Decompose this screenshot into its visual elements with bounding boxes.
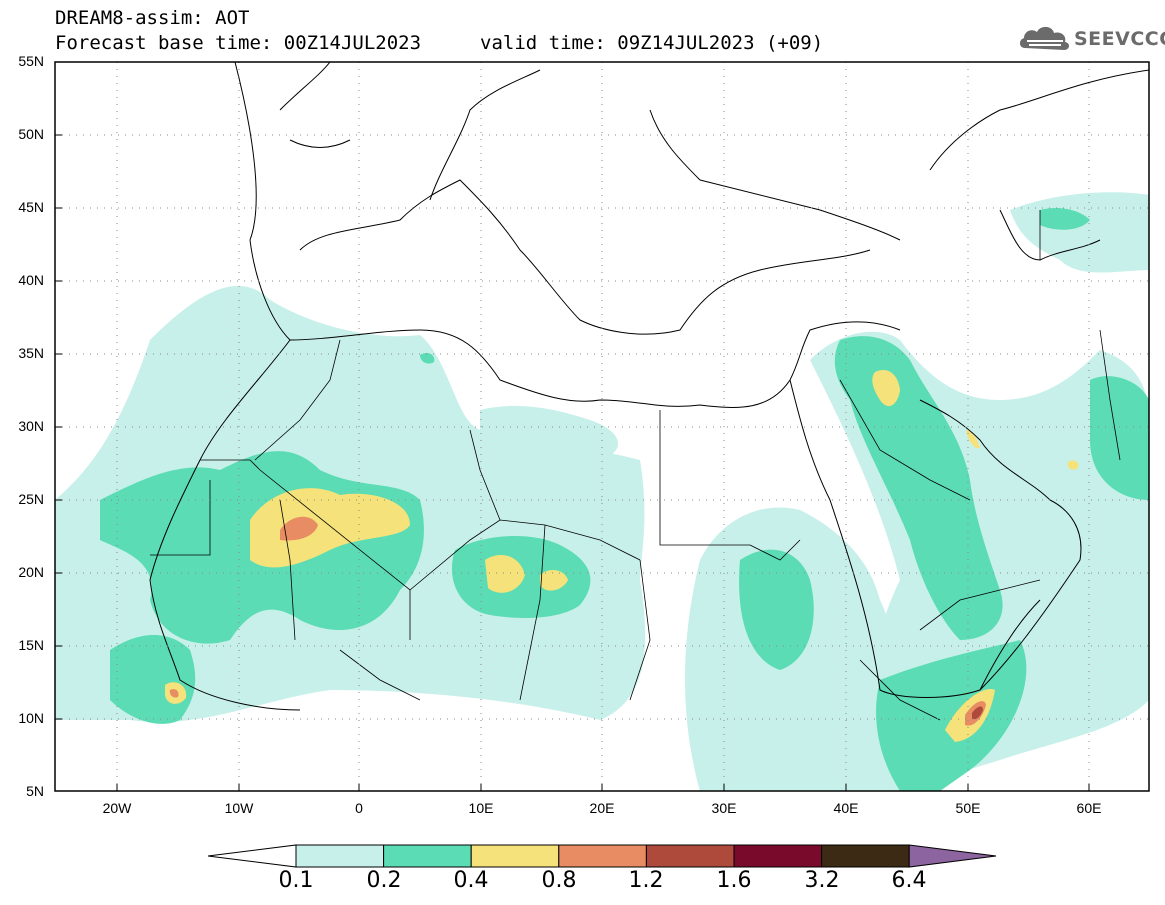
lat-label: 15N	[18, 637, 44, 653]
lat-label: 20N	[18, 564, 44, 580]
colorbar-label: 0.8	[541, 868, 577, 893]
colorbar-segment-3	[470, 844, 560, 868]
colorbar-label: 1.2	[628, 868, 664, 893]
lon-label: 50E	[955, 800, 981, 816]
cloud-icon	[1019, 26, 1070, 50]
colorbar-segment-6	[733, 844, 823, 868]
lat-label: 55N	[18, 53, 44, 69]
colorbar-segment-below	[207, 844, 297, 868]
lat-label: 50N	[18, 126, 44, 142]
colorbar	[207, 844, 997, 868]
lon-label: 20W	[102, 800, 132, 816]
colorbar-label: 0.2	[366, 868, 402, 893]
coastlines	[149, 62, 1149, 711]
colorbar-label: 0.4	[453, 868, 489, 893]
lon-label: 20E	[589, 800, 615, 816]
lon-label: 10E	[468, 800, 494, 816]
colorbar-label: 0.1	[278, 868, 314, 893]
lat-label: 25N	[18, 491, 44, 507]
colorbar-segment-5	[645, 844, 735, 868]
lat-label: 45N	[18, 199, 44, 215]
colorbar-label: 1.6	[716, 868, 752, 893]
colorbar-segment-2	[383, 844, 472, 868]
axis-ticks	[55, 61, 1090, 792]
lat-label: 40N	[18, 272, 44, 288]
colorbar-segment-4	[558, 844, 647, 868]
colorbar-segment-7	[821, 844, 910, 868]
colorbar-segment-1	[295, 844, 385, 868]
lat-label: 30N	[18, 418, 44, 434]
aot-contour-1.2	[972, 706, 983, 720]
colorbar-label: 6.4	[891, 868, 927, 893]
lon-label: 60E	[1076, 800, 1102, 816]
lon-label: 10W	[224, 800, 254, 816]
map-title: DREAM8-assim: AOT	[55, 7, 250, 29]
country-borders	[150, 210, 1121, 721]
lat-label: 10N	[18, 710, 44, 726]
aot-field	[55, 192, 1149, 791]
lon-label: 30E	[711, 800, 737, 816]
forecast-base-time: Forecast base time: 00Z14JUL2023	[55, 32, 422, 54]
lat-label: 35N	[18, 345, 44, 361]
colorbar-segment-above	[908, 844, 997, 868]
lon-label: 0	[355, 800, 363, 816]
lat-label: 5N	[26, 783, 44, 799]
gridlines	[55, 62, 1149, 791]
lon-label: 40E	[833, 800, 859, 816]
colorbar-label: 3.2	[804, 868, 840, 893]
valid-time: valid time: 09Z14JUL2023 (+09)	[480, 32, 824, 54]
seevccc-logo: SEEVCCC	[1017, 22, 1165, 58]
